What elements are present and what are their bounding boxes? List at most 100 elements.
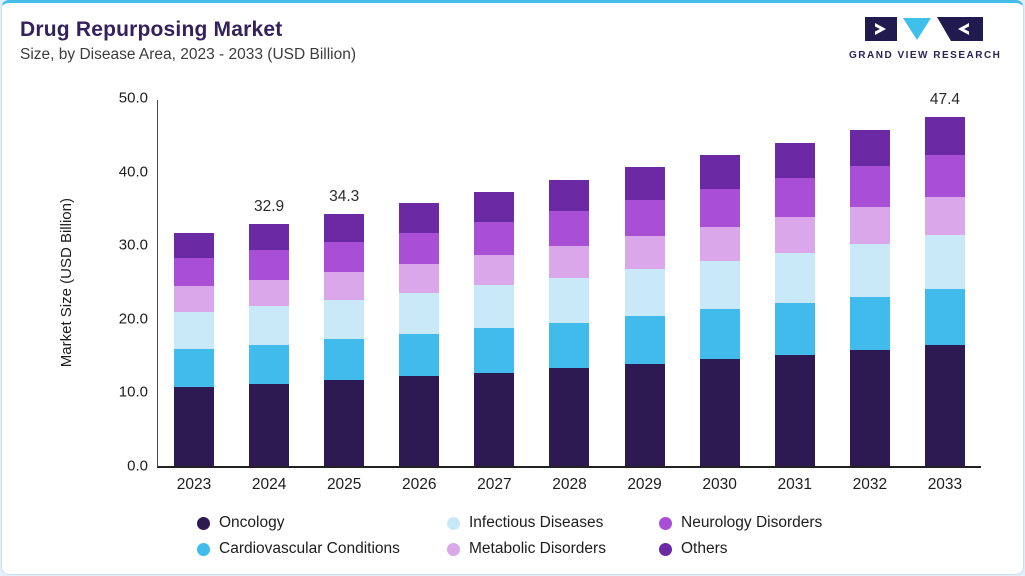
bar-segment-cardiovascular-conditions — [624, 315, 665, 364]
bar-segment-metabolic-disorders — [624, 235, 665, 269]
bar-segment-metabolic-disorders — [549, 245, 590, 278]
bar-segment-oncology — [849, 350, 890, 466]
bar-2029: 2029 — [624, 100, 665, 493]
bar-segment-others — [474, 191, 515, 222]
bar-segment-infectious-diseases — [549, 277, 590, 323]
bar-2025: 34.3 2025 — [324, 100, 365, 493]
y-tick-20.0: 20.0 — [118, 310, 148, 328]
legend-label-cardiovascular-conditions: Cardiovascular Conditions — [219, 540, 400, 557]
bar-segment-others — [774, 142, 815, 179]
bar-segment-others — [249, 223, 290, 251]
bar-segment-neurology-disorders — [699, 189, 740, 227]
legend-dot-metabolic-disorders — [447, 542, 460, 556]
bar-segment-infectious-diseases — [174, 312, 214, 349]
logo-mark-icon — [865, 17, 983, 41]
bar-segment-others — [174, 232, 214, 259]
legend-label-others: Others — [681, 540, 728, 557]
y-tick-0.0: 0.0 — [127, 457, 148, 475]
page-title: Drug Repurposing Market — [20, 18, 283, 41]
bar-2027: 2027 — [474, 100, 515, 493]
bar-segment-metabolic-disorders — [249, 279, 290, 307]
bar-segment-oncology — [924, 345, 965, 466]
bar-segment-neurology-disorders — [849, 166, 890, 207]
x-tick-2024: 2024 — [251, 476, 287, 493]
bar-segment-metabolic-disorders — [924, 196, 965, 235]
bar-segment-cardiovascular-conditions — [174, 348, 214, 387]
bar-segment-neurology-disorders — [474, 221, 515, 255]
legend-dot-neurology-disorders — [659, 516, 672, 530]
bar-2024: 32.9 2024 — [249, 100, 290, 493]
y-tick-30.0: 30.0 — [118, 236, 148, 254]
bar-value-label-2033: 47.4 — [929, 91, 961, 109]
bar-2028: 2028 — [549, 100, 590, 493]
bar-2032: 2032 — [849, 100, 890, 493]
logo-text: GRAND VIEW RESEARCH — [849, 50, 1002, 61]
bar-segment-others — [549, 179, 590, 212]
legend-label-neurology-disorders: Neurology Disorders — [681, 514, 823, 531]
legend-dot-others — [659, 542, 672, 556]
x-tick-2033: 2033 — [927, 476, 963, 493]
bar-segment-neurology-disorders — [249, 250, 290, 280]
bar-segment-oncology — [174, 386, 214, 466]
bar-value-label-2025: 34.3 — [329, 187, 360, 205]
grand-view-research-logo: GRAND VIEW RESEARCH — [849, 16, 1002, 61]
bar-segment-metabolic-disorders — [324, 271, 365, 300]
bar-segment-cardiovascular-conditions — [474, 328, 515, 373]
bar-segment-oncology — [249, 383, 290, 466]
bar-segment-metabolic-disorders — [699, 226, 740, 261]
x-tick-2027: 2027 — [477, 476, 512, 493]
y-axis-title-text: Market Size (USD Billion) — [58, 198, 75, 368]
bar-segment-metabolic-disorders — [774, 217, 815, 253]
bar-segment-others — [399, 202, 440, 233]
x-tick-2026: 2026 — [402, 476, 437, 493]
bar-segment-infectious-diseases — [474, 284, 515, 329]
bar-segment-oncology — [474, 372, 515, 466]
bar-segment-others — [849, 130, 890, 167]
bar-segment-neurology-disorders — [174, 258, 214, 287]
legend-label-infectious-diseases: Infectious Diseases — [469, 514, 604, 531]
bar-2023: 2023 — [174, 100, 214, 493]
bar-segment-metabolic-disorders — [474, 254, 515, 285]
bar-segment-oncology — [324, 379, 365, 466]
legend-item-oncology: Oncology — [197, 514, 447, 532]
legend-dot-infectious-diseases — [447, 516, 460, 530]
bar-2031: 2031 — [774, 100, 815, 493]
x-tick-2029: 2029 — [627, 476, 662, 493]
bar-segment-neurology-disorders — [624, 199, 665, 236]
bar-segment-neurology-disorders — [399, 232, 440, 265]
plot-area: Market Size (USD Billion) 0.0 10.0 20.0 30.… — [58, 90, 981, 493]
legend-item-metabolic-disorders: Metabolic Disorders — [447, 540, 659, 558]
legend-label-oncology: Oncology — [219, 514, 285, 531]
chart-header: Drug Repurposing Market Size, by Disease… — [2, 3, 1023, 64]
y-axis-title: Market Size (USD Billion) — [58, 100, 75, 466]
bar-segment-cardiovascular-conditions — [849, 296, 890, 351]
x-tick-2023: 2023 — [176, 476, 212, 493]
x-tick-2031: 2031 — [777, 476, 812, 493]
bars-container: 2023 32.9 2024 34.3 2025 2026 2027 2028 2029 2030… — [158, 91, 981, 493]
bar-segment-others — [924, 117, 965, 155]
bar-segment-metabolic-disorders — [174, 286, 214, 313]
legend-item-others: Others — [659, 540, 1023, 558]
bar-segment-metabolic-disorders — [849, 206, 890, 244]
bar-segment-metabolic-disorders — [399, 264, 440, 294]
x-tick-2028: 2028 — [552, 476, 587, 493]
bar-segment-infectious-diseases — [849, 243, 890, 297]
bar-segment-cardiovascular-conditions — [549, 322, 590, 369]
bar-segment-neurology-disorders — [324, 241, 365, 272]
bar-segment-neurology-disorders — [549, 211, 590, 246]
bar-segment-cardiovascular-conditions — [774, 303, 815, 355]
bar-segment-oncology — [699, 359, 740, 466]
bar-segment-infectious-diseases — [324, 299, 365, 340]
bar-2026: 2026 — [399, 100, 440, 493]
bar-segment-neurology-disorders — [774, 178, 815, 218]
bar-segment-others — [624, 167, 665, 200]
bar-segment-oncology — [549, 368, 590, 466]
legend-label-metabolic-disorders: Metabolic Disorders — [469, 540, 606, 557]
bar-segment-infectious-diseases — [774, 252, 815, 304]
bar-segment-cardiovascular-conditions — [399, 334, 440, 377]
bar-segment-infectious-diseases — [699, 260, 740, 310]
legend-item-neurology-disorders: Neurology Disorders — [659, 514, 1023, 532]
bar-segment-others — [699, 155, 740, 190]
bar-segment-infectious-diseases — [249, 306, 290, 345]
